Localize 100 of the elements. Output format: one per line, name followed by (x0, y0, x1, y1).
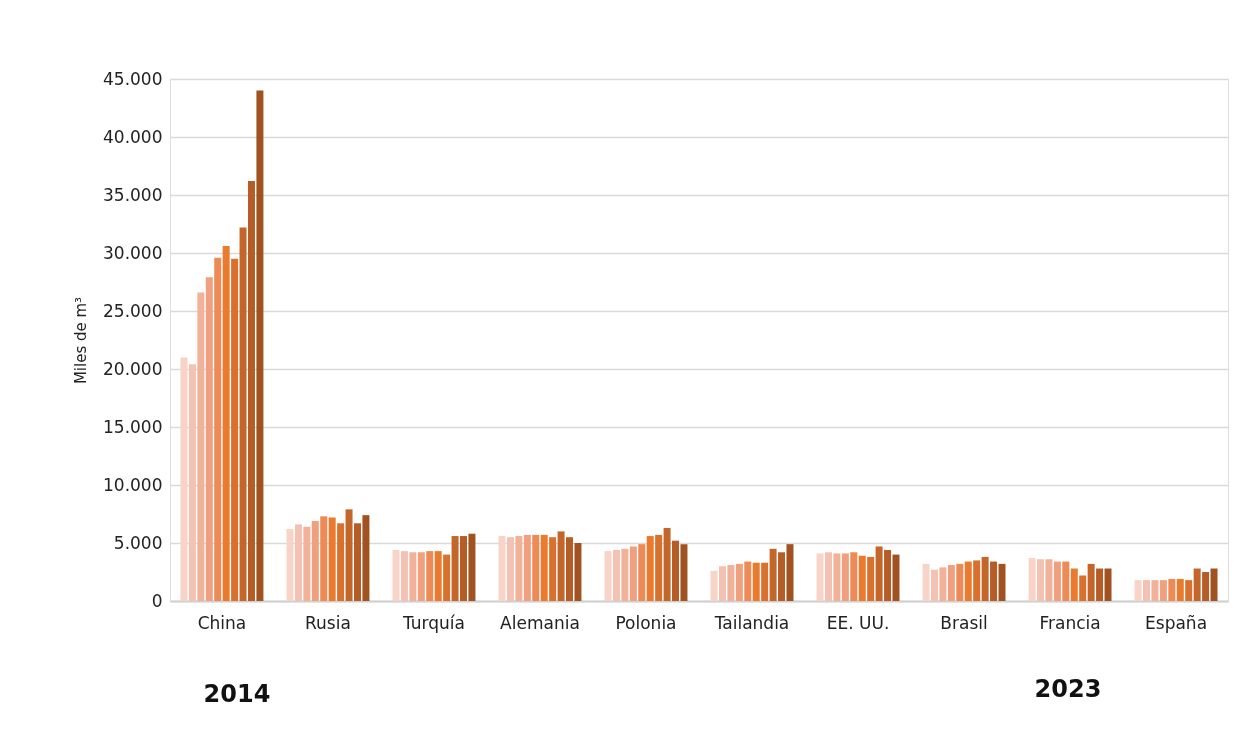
bar (523, 534, 531, 601)
x-tick-label: Polonia (615, 612, 677, 633)
bar (875, 546, 883, 601)
bar (629, 546, 637, 601)
bar (646, 536, 654, 601)
bar (655, 534, 663, 601)
bar (850, 552, 858, 601)
bar (786, 544, 794, 601)
bar (188, 364, 196, 601)
bar (345, 509, 353, 601)
bar (468, 533, 476, 601)
bar (1062, 561, 1070, 601)
x-tick-label: Brasil (940, 612, 988, 633)
bar (180, 357, 188, 601)
bar (761, 562, 769, 601)
x-tick-label: Rusia (305, 612, 351, 633)
bar (1151, 580, 1159, 601)
bar (1159, 580, 1167, 601)
bar (1168, 578, 1176, 601)
bar (947, 565, 955, 601)
bar (337, 523, 345, 601)
bar (214, 257, 222, 601)
bar (549, 537, 557, 601)
bar (205, 277, 213, 601)
y-tick-label: 10.000 (103, 474, 163, 495)
bar (1053, 561, 1061, 601)
x-tick-label: EE. UU. (826, 612, 890, 633)
bar (231, 258, 239, 601)
bar (727, 565, 735, 601)
bar (824, 552, 832, 601)
bar (1193, 568, 1201, 601)
y-tick-label: 5.000 (113, 532, 163, 553)
x-tick-label: Francia (1039, 612, 1101, 633)
bar (621, 548, 629, 601)
bar (1070, 568, 1078, 601)
bar (638, 544, 646, 601)
bar (1134, 580, 1142, 601)
bar (1087, 563, 1095, 601)
bar (574, 543, 582, 601)
bar (460, 536, 467, 601)
bar (566, 537, 574, 601)
y-tick-label: 30.000 (103, 242, 163, 263)
bar (752, 562, 760, 601)
x-tick-label: China (197, 612, 247, 633)
bar (1104, 568, 1112, 601)
y-tick-label: 25.000 (103, 300, 163, 321)
bar (718, 566, 726, 601)
bar (400, 551, 408, 601)
bar (1202, 572, 1210, 601)
bar (867, 556, 875, 601)
x-tick-label: Tailandia (713, 612, 790, 633)
x-tick-label: España (1145, 612, 1208, 633)
bar (409, 552, 417, 601)
bar (515, 536, 523, 601)
bar (1143, 580, 1151, 601)
bar (1176, 578, 1184, 601)
bar (239, 227, 247, 601)
y-tick-label: 0 (151, 590, 163, 611)
bar (1037, 559, 1045, 601)
bar (1210, 568, 1218, 601)
bar (833, 553, 841, 601)
bar (884, 549, 892, 601)
bar (286, 529, 294, 601)
bar (540, 534, 548, 601)
x-tick-label: Alemania (500, 612, 580, 633)
x-tick-label: Turquía (401, 612, 465, 633)
bar (981, 556, 989, 601)
bar (222, 246, 230, 601)
bar (353, 523, 361, 601)
bar (311, 520, 319, 601)
bar (532, 534, 540, 601)
bar (362, 515, 370, 601)
bar (451, 536, 459, 601)
bar (956, 563, 964, 601)
bar (816, 553, 824, 601)
bar (1028, 558, 1036, 601)
bar (256, 90, 264, 601)
bar (417, 552, 425, 601)
bar (892, 554, 900, 601)
bar (604, 551, 612, 601)
text: 2014 (203, 680, 271, 708)
bar (197, 292, 205, 601)
y-tick-label: 35.000 (103, 184, 163, 205)
bar (1096, 568, 1104, 601)
bar (1185, 580, 1193, 601)
bar (1045, 559, 1053, 601)
bar (769, 548, 777, 601)
y-tick-label: 20.000 (103, 358, 163, 379)
bar (744, 561, 752, 601)
bar (303, 526, 311, 601)
bar (557, 531, 565, 601)
bar (841, 553, 849, 601)
y-tick-label: 45.000 (103, 68, 163, 89)
bar (858, 555, 866, 601)
bar (506, 537, 514, 601)
y-axis-title: Miles de m³ (72, 296, 91, 385)
bar (426, 551, 434, 601)
bar (1079, 575, 1087, 601)
bar (922, 563, 930, 601)
bar (735, 563, 743, 601)
